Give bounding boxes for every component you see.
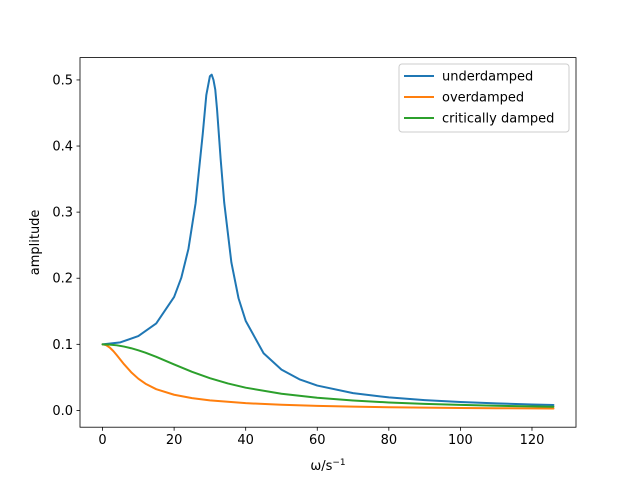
plot-frame: [79, 57, 577, 428]
x-tick-label: 20: [166, 433, 183, 448]
series-line-overdamped: [101, 343, 555, 410]
y-tick-label: 0.4: [52, 140, 73, 155]
x-tick-label: 100: [448, 433, 473, 448]
y-tick-label: 0.0: [52, 404, 73, 419]
y-axis-label: amplitude: [28, 210, 43, 276]
legend-label-overdamped: overdamped: [442, 91, 524, 106]
legend-label-critically-damped: critically damped: [442, 112, 554, 127]
x-tick-label: 40: [237, 433, 254, 448]
y-axis-ticks: 0.0 0.1 0.2 0.3 0.4 0.5: [52, 73, 80, 419]
legend-box: [398, 63, 570, 133]
x-tick-label: 80: [381, 433, 398, 448]
x-axis-label-exponent: −1: [332, 458, 345, 468]
legend-label-underdamped: underdamped: [442, 70, 533, 85]
y-tick-label: 0.5: [52, 73, 73, 88]
x-tick-label: 60: [309, 433, 326, 448]
series-line-underdamped: [101, 73, 555, 406]
series-layer: [101, 73, 555, 410]
x-tick-label: 120: [520, 433, 545, 448]
x-axis-label: ω/s−1: [310, 458, 345, 474]
y-tick-label: 0.2: [52, 272, 73, 287]
x-tick-label: 0: [98, 433, 106, 448]
series-line-critically-damped: [101, 343, 555, 408]
y-tick-label: 0.3: [52, 206, 73, 221]
y-tick-label: 0.1: [52, 338, 73, 353]
x-axis-ticks: 0 20 40 60 80 100 120: [98, 427, 544, 448]
legend: underdamped overdamped critically damped: [398, 63, 570, 133]
